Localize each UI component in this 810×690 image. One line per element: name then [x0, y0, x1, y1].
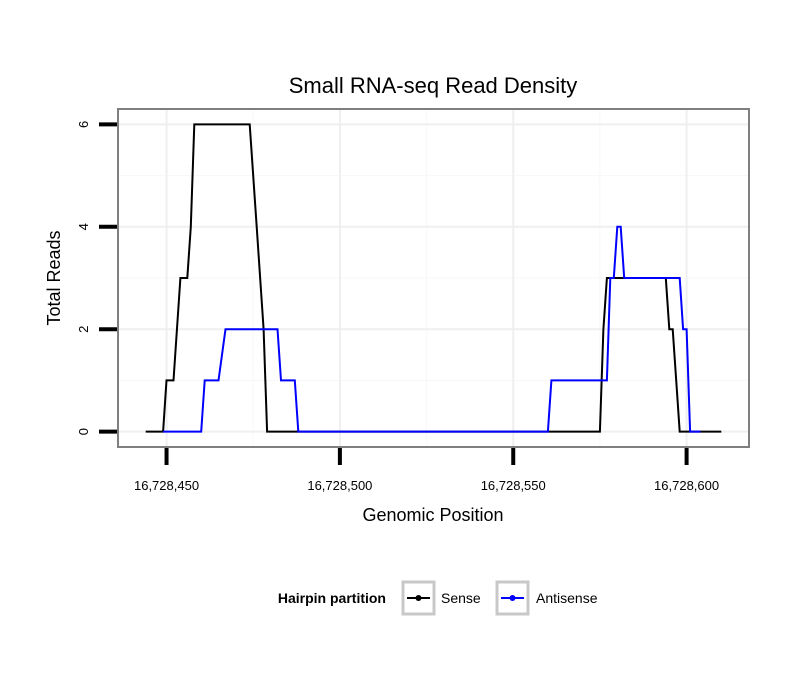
- y-tick-label-1: 2: [76, 326, 91, 333]
- legend-item-antisense: Antisense: [495, 580, 598, 616]
- y-axis: 0 2 4 6: [76, 121, 117, 435]
- x-tick-label-0: 16,728,450: [134, 478, 199, 493]
- x-tick-label-1: 16,728,500: [307, 478, 372, 493]
- series-layer: [145, 123, 722, 433]
- plot-border: [117, 108, 750, 448]
- x-tick-label-2: 16,728,550: [481, 478, 546, 493]
- legend: Hairpin partition Sense Antisense: [278, 580, 598, 616]
- legend-item-sense: Sense: [401, 580, 481, 616]
- x-axis: 16,728,450 16,728,500 16,728,550 16,728,600: [134, 448, 719, 493]
- y-tick-label-2: 4: [76, 223, 91, 230]
- y-axis-title: Total Reads: [44, 230, 64, 325]
- x-tick-label-3: 16,728,600: [654, 478, 719, 493]
- legend-label-sense: Sense: [441, 590, 481, 606]
- legend-label-antisense: Antisense: [536, 590, 598, 606]
- x-axis-title: Genomic Position: [362, 505, 503, 525]
- legend-dot-antisense: [509, 595, 516, 601]
- legend-title: Hairpin partition: [278, 590, 386, 606]
- chart-title: Small RNA-seq Read Density: [289, 73, 578, 98]
- series-line-antisense: [163, 225, 701, 433]
- y-tick-label-0: 0: [76, 428, 91, 435]
- y-tick-label-3: 6: [76, 121, 91, 128]
- legend-dot-sense: [415, 595, 422, 601]
